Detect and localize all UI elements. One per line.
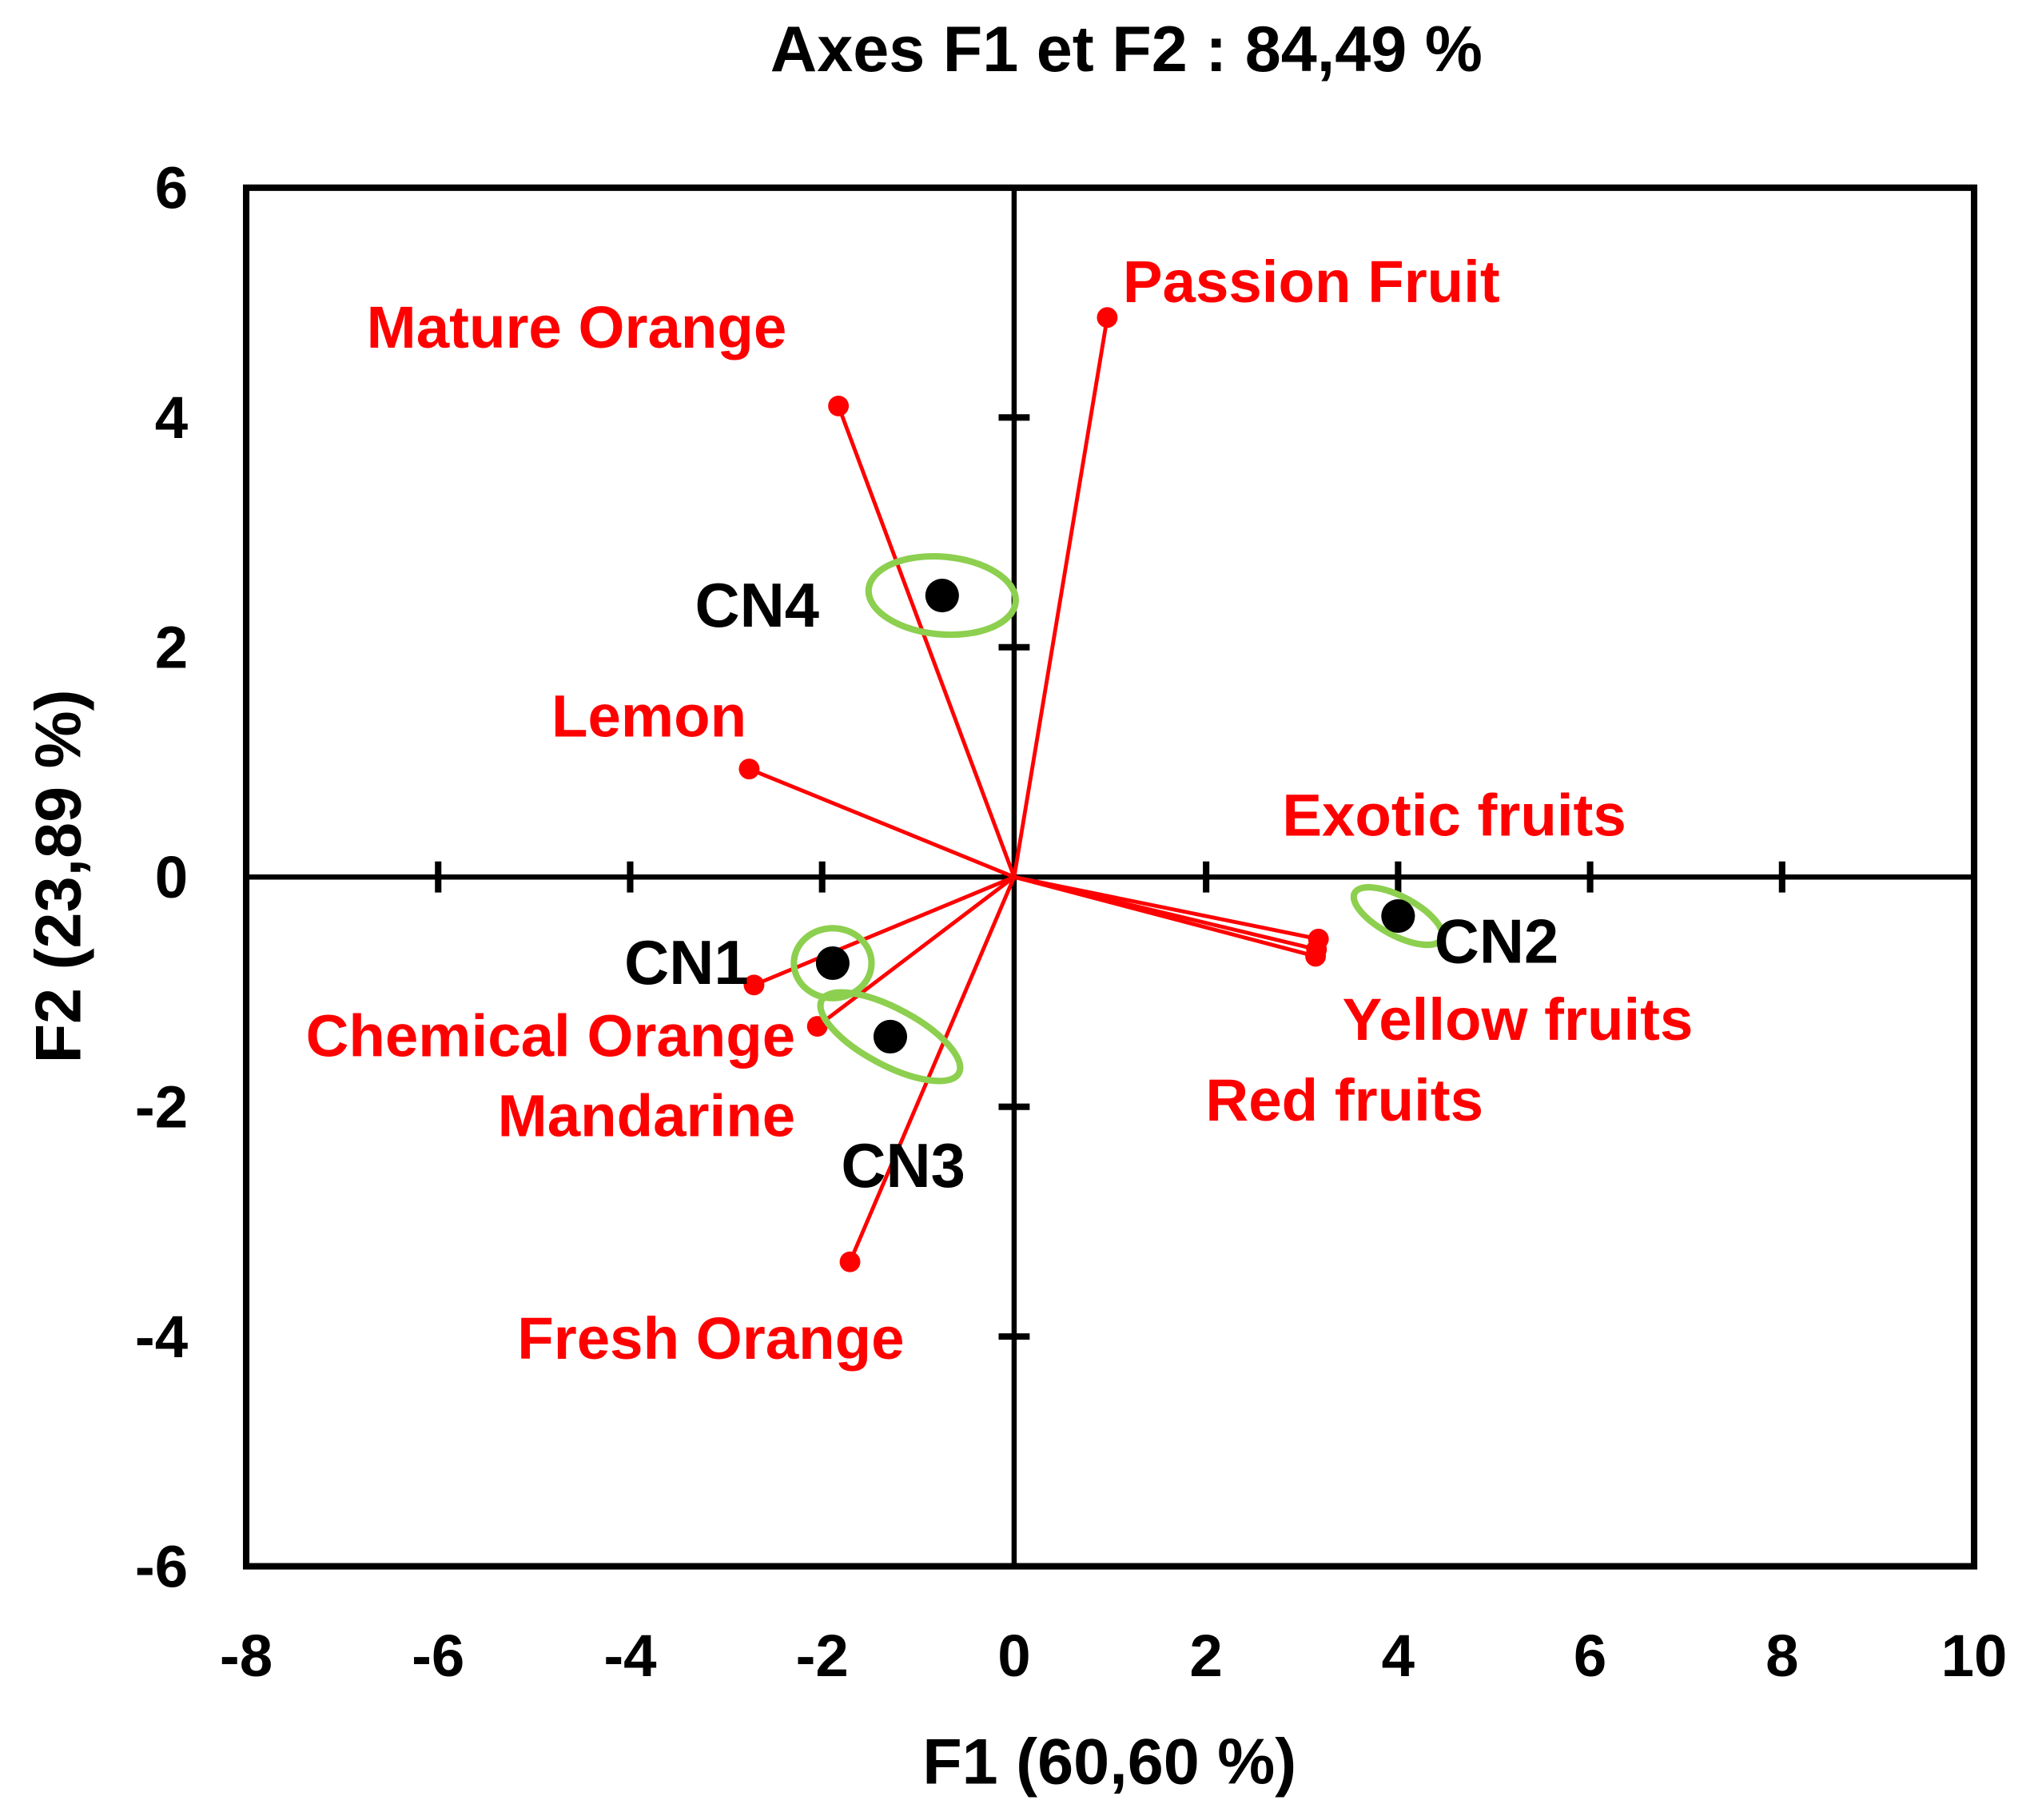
confidence-ellipse — [1350, 884, 1446, 949]
x-tick-label: 2 — [1189, 1623, 1222, 1689]
x-tick-label: -2 — [796, 1623, 849, 1689]
y-axis-label: F2 (23,89 %) — [23, 689, 95, 1063]
y-tick-label: -2 — [135, 1074, 188, 1141]
x-axis-label: F1 (60,60 %) — [922, 1726, 1296, 1798]
variable-point — [743, 974, 765, 996]
variable-point — [738, 759, 760, 780]
variable-label: Chemical Orange — [306, 1002, 796, 1069]
x-tick-label: 8 — [1765, 1623, 1798, 1689]
x-tick-label: -6 — [412, 1623, 464, 1689]
observation-point — [815, 946, 850, 981]
variable-vector — [816, 875, 1016, 1028]
observation-label: CN1 — [624, 929, 748, 998]
y-tick-label: 4 — [155, 384, 189, 451]
y-tick-label: -4 — [135, 1304, 189, 1370]
variable-label: Red fruits — [1205, 1067, 1483, 1133]
observation-point — [925, 579, 959, 613]
variable-vector — [748, 767, 1015, 879]
x-tick-label: -8 — [220, 1623, 273, 1689]
observation-label: CN4 — [695, 571, 819, 640]
x-tick-label: 10 — [1941, 1623, 2008, 1689]
confidence-ellipse — [790, 925, 875, 1002]
y-tick-label: -6 — [135, 1533, 188, 1599]
confidence-ellipse — [817, 989, 964, 1085]
chart-title: Axes F1 et F2 : 84,49 % — [770, 14, 1483, 86]
observation-label: CN3 — [841, 1132, 965, 1201]
variable-point — [839, 1251, 861, 1272]
variable-point — [1305, 946, 1327, 967]
y-tick-label: 6 — [155, 155, 188, 221]
variable-vector — [753, 874, 1015, 987]
x-tick-label: 4 — [1382, 1623, 1415, 1689]
x-tick-label: 6 — [1574, 1623, 1606, 1689]
variable-label: Fresh Orange — [517, 1305, 904, 1372]
variable-label: Lemon — [551, 683, 746, 750]
y-tick-label: 0 — [155, 844, 188, 910]
variable-vector — [1013, 874, 1316, 958]
variable-vector — [1012, 317, 1109, 878]
variable-point — [1097, 307, 1118, 329]
variable-vector — [848, 876, 1017, 1263]
variable-vector — [836, 405, 1017, 878]
variable-point — [828, 395, 850, 416]
observation-label: CN2 — [1435, 907, 1558, 976]
confidence-ellipse — [865, 552, 1019, 639]
x-tick-label: 0 — [997, 1623, 1030, 1689]
variable-label: Mature Orange — [367, 294, 787, 360]
variable-label: Passion Fruit — [1123, 249, 1500, 315]
y-tick-label: 2 — [155, 615, 188, 681]
x-tick-label: -4 — [603, 1623, 657, 1689]
variable-label: Exotic fruits — [1282, 782, 1626, 848]
observation-point — [873, 1019, 908, 1054]
variable-label: Mandarine — [498, 1083, 796, 1149]
observation-point — [1381, 899, 1415, 934]
variable-label: Yellow fruits — [1343, 986, 1694, 1053]
